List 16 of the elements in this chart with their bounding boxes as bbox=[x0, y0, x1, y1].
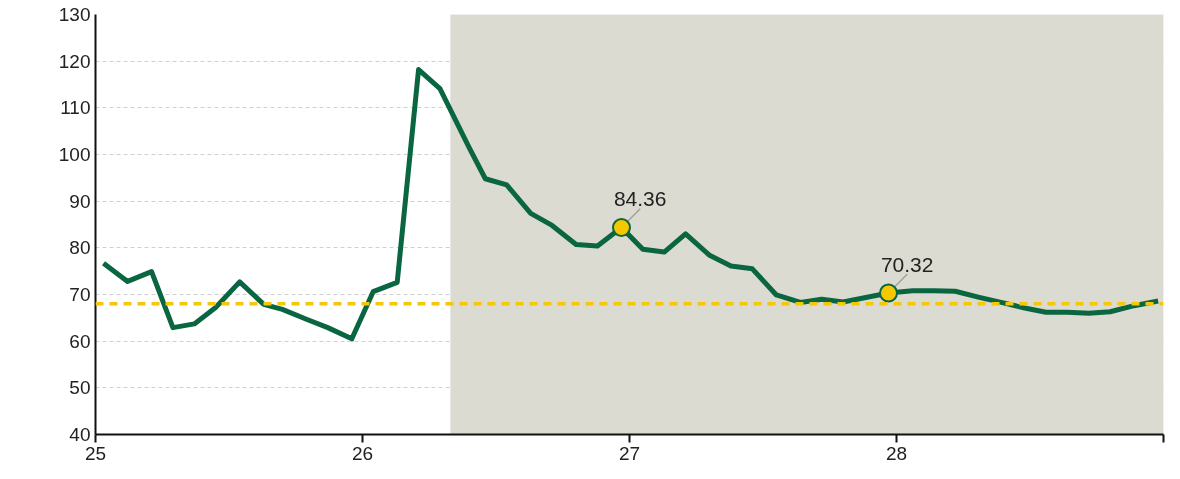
y-tick-label: 100 bbox=[58, 144, 91, 165]
y-tick-label: 120 bbox=[58, 50, 91, 72]
y-tick-label: 130 bbox=[58, 4, 91, 25]
x-tick-label: 27 bbox=[618, 442, 641, 464]
x-tick-label: 26 bbox=[351, 442, 374, 464]
y-tick-label: 60 bbox=[69, 330, 91, 352]
y-tick-label: 70 bbox=[69, 284, 91, 305]
y-tick-label: 110 bbox=[60, 97, 91, 119]
y-tick-label: 50 bbox=[69, 377, 91, 399]
x-tick-label: 28 bbox=[885, 442, 908, 464]
y-tick-label: 40 bbox=[69, 424, 91, 445]
annotation: 84.36 bbox=[613, 187, 667, 211]
y-tick-label: 90 bbox=[69, 190, 91, 212]
x-tick-label: 25 bbox=[84, 442, 107, 464]
y-tick-label: 80 bbox=[69, 237, 91, 259]
annotation: 70.32 bbox=[880, 253, 934, 277]
